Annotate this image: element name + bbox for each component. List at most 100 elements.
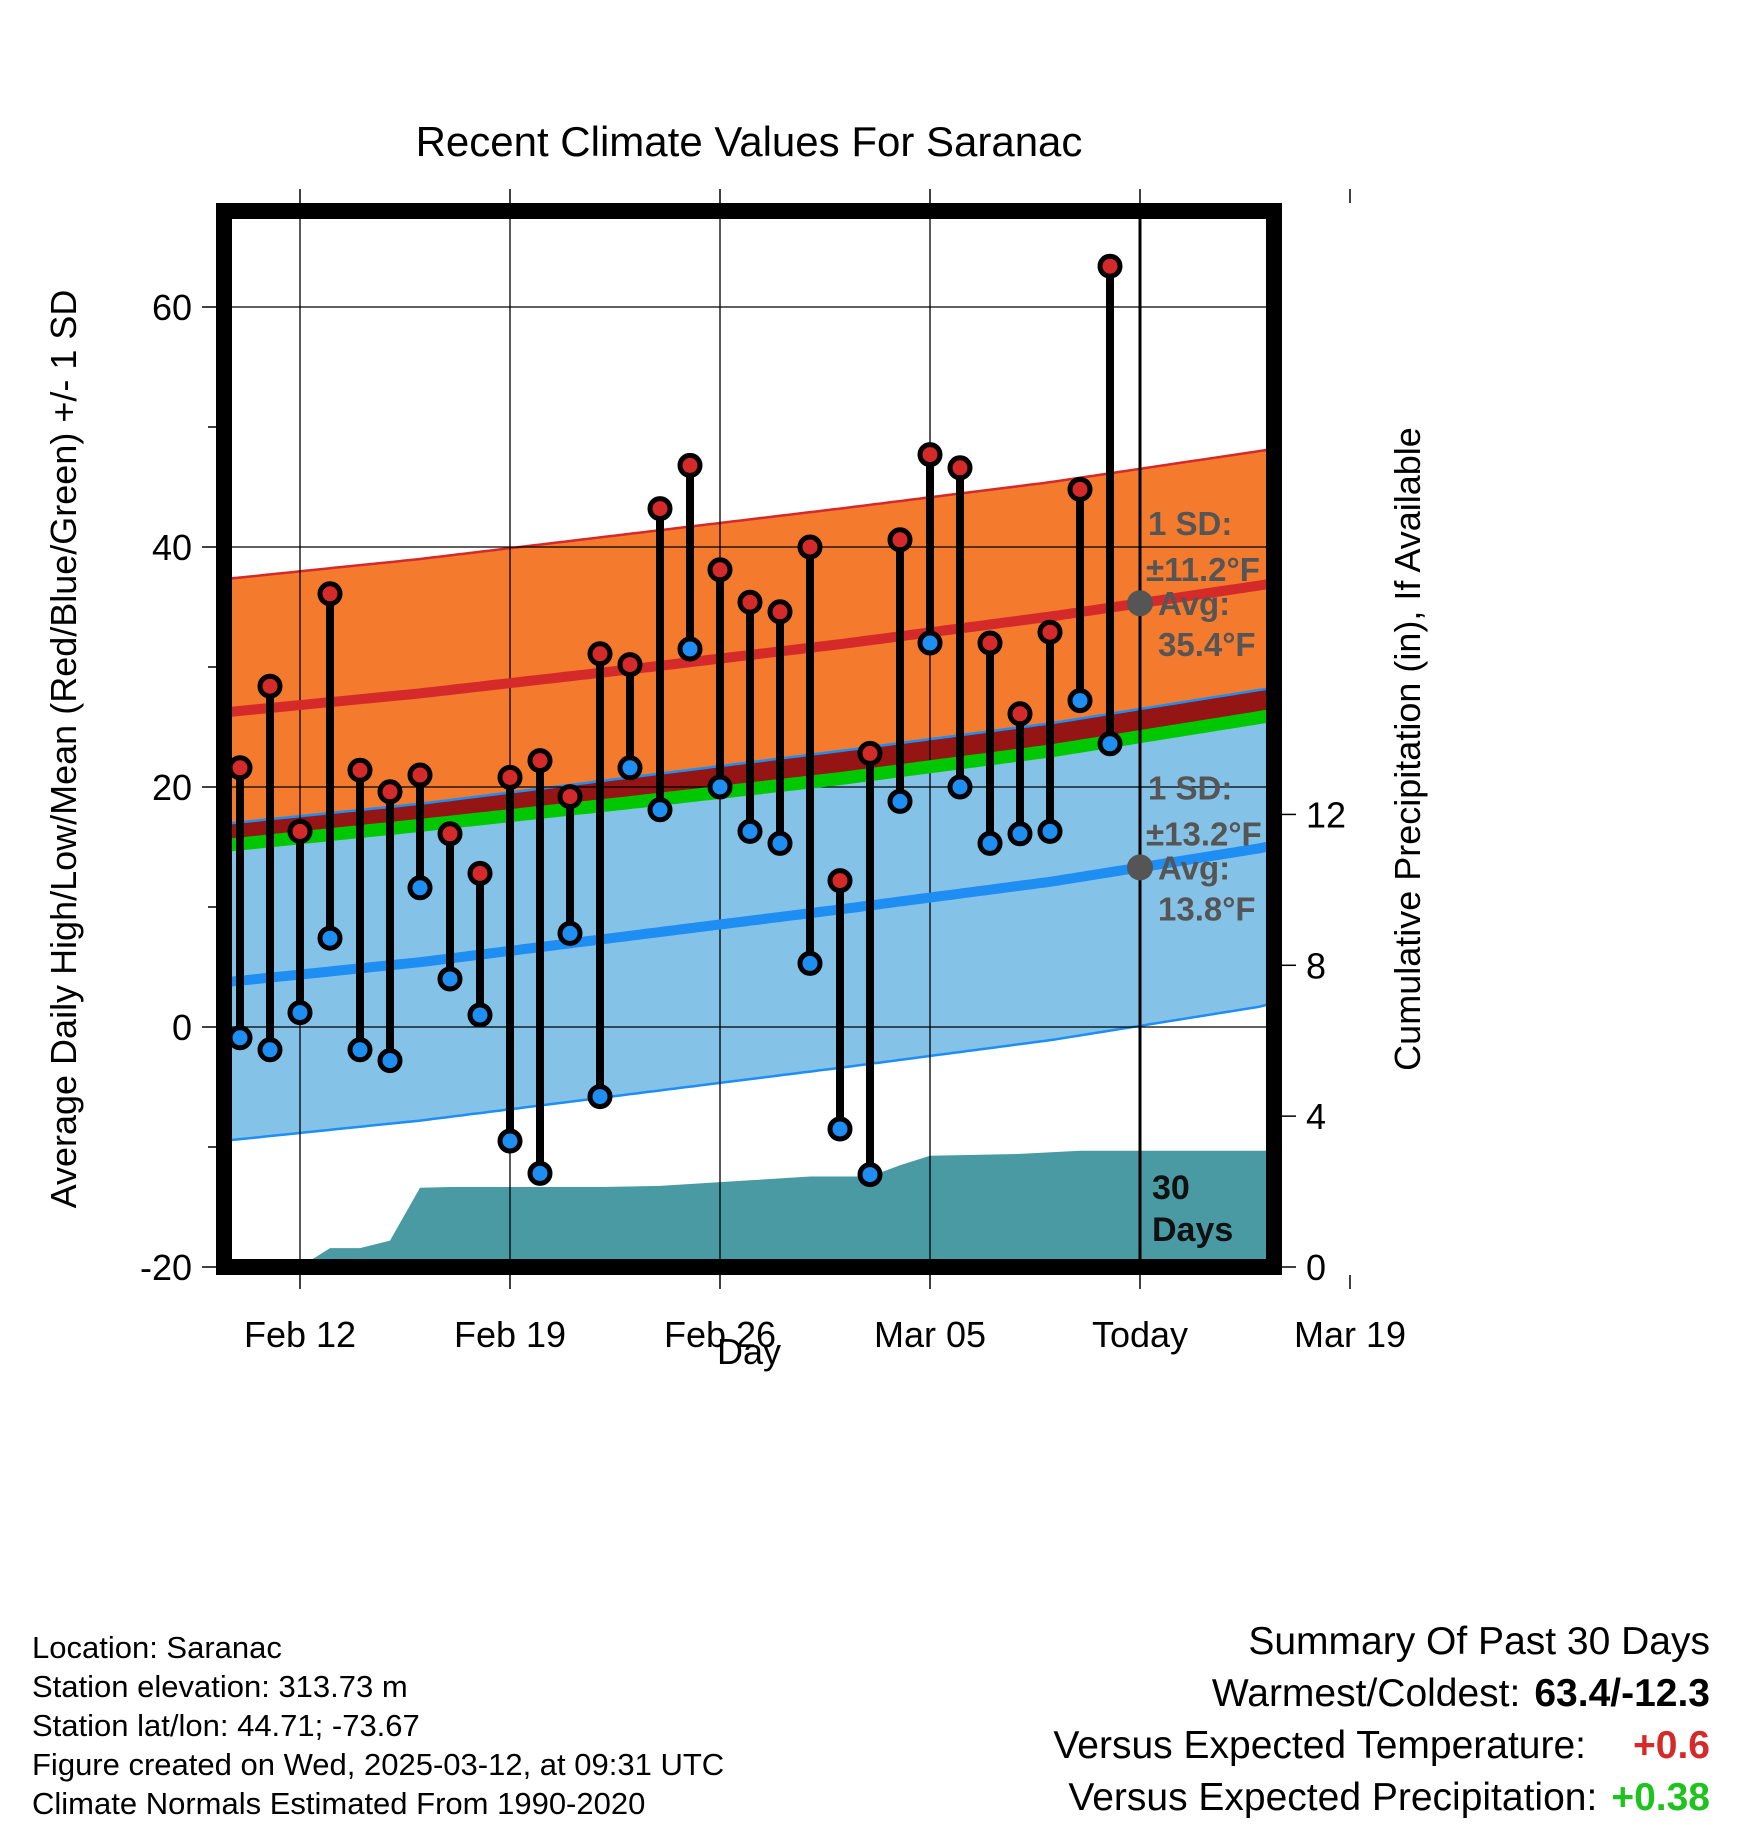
obs-high-point bbox=[1007, 701, 1033, 727]
obs-high-point bbox=[977, 630, 1003, 656]
y-tick-label: 0 bbox=[172, 1007, 192, 1048]
precip-area bbox=[300, 1150, 1268, 1267]
obs-low-point bbox=[1037, 818, 1063, 844]
obs-high-point bbox=[287, 818, 313, 844]
high-band-upper-edge bbox=[224, 448, 1269, 581]
high-avg-label: Avg: bbox=[1158, 585, 1230, 622]
location-text: Location: Saranac bbox=[32, 1630, 282, 1665]
obs-high-point bbox=[407, 762, 433, 788]
obs-low-point bbox=[647, 797, 673, 823]
today-high-avg-point bbox=[1127, 590, 1153, 617]
obs-high-point bbox=[767, 599, 793, 625]
low-sd-value: ±13.2°F bbox=[1146, 815, 1262, 852]
obs-low-point bbox=[947, 774, 973, 800]
y-tick-label: 20 bbox=[152, 767, 192, 808]
obs-low-point bbox=[527, 1160, 553, 1186]
today-days-label: 30 Days bbox=[1152, 1169, 1233, 1249]
obs-high-point bbox=[227, 755, 253, 781]
obs-low-point bbox=[827, 1116, 853, 1142]
obs-low-point bbox=[677, 636, 703, 662]
obs-high-point bbox=[497, 764, 523, 790]
obs-high-point bbox=[1097, 253, 1123, 279]
y2-tick-label: 0 bbox=[1306, 1247, 1326, 1288]
plot-frame bbox=[216, 203, 1282, 1275]
high-avg-value: 35.4°F bbox=[1158, 626, 1256, 663]
obs-high-point bbox=[887, 527, 913, 553]
obs-high-point bbox=[1037, 619, 1063, 645]
high-sd-value: ±11.2°F bbox=[1146, 551, 1260, 588]
x-tick-label: Mar 19 bbox=[1294, 1314, 1406, 1355]
obs-low-point bbox=[557, 920, 583, 946]
y-tick-label: 40 bbox=[152, 527, 192, 568]
obs-high-point bbox=[557, 784, 583, 810]
created-text: Figure created on Wed, 2025-03-12, at 09… bbox=[32, 1747, 725, 1782]
today-low-avg-point bbox=[1127, 854, 1153, 881]
summary-title: Summary Of Past 30 Days bbox=[1248, 1620, 1710, 1663]
obs-low-point bbox=[1007, 821, 1033, 847]
elevation-text: Station elevation: 313.73 m bbox=[32, 1669, 408, 1704]
precip-label: Versus Expected Precipitation: bbox=[1068, 1776, 1598, 1819]
obs-high-point bbox=[947, 455, 973, 481]
obs-low-point bbox=[287, 1000, 313, 1026]
obs-low-point bbox=[227, 1025, 253, 1051]
low-sd-label: 1 SD: bbox=[1148, 769, 1232, 806]
obs-low-point bbox=[497, 1128, 523, 1154]
chart-title: Recent Climate Values For Saranac bbox=[416, 118, 1083, 165]
warm-cold-label: Warmest/Coldest: bbox=[1211, 1672, 1521, 1715]
obs-low-point bbox=[347, 1037, 373, 1063]
plot-area bbox=[224, 211, 1274, 1267]
today-days-number: 30 bbox=[1152, 1169, 1190, 1207]
obs-high-point bbox=[797, 534, 823, 560]
obs-high-point bbox=[587, 641, 613, 667]
low-avg-label: Avg: bbox=[1158, 849, 1230, 886]
obs-high-point bbox=[707, 557, 733, 583]
obs-low-point bbox=[887, 788, 913, 814]
obs-low-point bbox=[767, 830, 793, 856]
obs-high-point bbox=[257, 673, 283, 699]
obs-low-point bbox=[617, 755, 643, 781]
obs-low-point bbox=[857, 1162, 883, 1188]
obs-low-point bbox=[317, 925, 343, 951]
obs-low-point bbox=[437, 966, 463, 992]
today-days-word: Days bbox=[1152, 1211, 1233, 1249]
obs-low-point bbox=[467, 1002, 493, 1028]
obs-high-point bbox=[827, 868, 853, 894]
normal-low-line bbox=[224, 841, 1270, 988]
x-axis-label: Day bbox=[717, 1331, 781, 1372]
low-band-lower-edge bbox=[224, 1003, 1269, 1143]
obs-low-point bbox=[377, 1048, 403, 1074]
x-tick-label: Mar 05 bbox=[874, 1314, 986, 1355]
obs-low-point bbox=[737, 818, 763, 844]
obs-high-point bbox=[737, 589, 763, 615]
obs-low-point bbox=[707, 774, 733, 800]
obs-low-point bbox=[977, 830, 1003, 856]
summary-panel: Summary Of Past 30 Days Warmest/Coldest:… bbox=[1053, 1616, 1710, 1824]
summary-warm-cold: Warmest/Coldest: 63.4/-12.3 bbox=[1053, 1668, 1710, 1720]
obs-low-point bbox=[587, 1084, 613, 1110]
obs-low-point bbox=[797, 950, 823, 976]
temp-label: Versus Expected Temperature: bbox=[1053, 1724, 1586, 1767]
obs-high-point bbox=[437, 821, 463, 847]
y-axis-label: Average Daily High/Low/Mean (Red/Blue/Gr… bbox=[43, 290, 84, 1209]
observed-series bbox=[227, 253, 1123, 1188]
latlon-text: Station lat/lon: 44.71; -73.67 bbox=[32, 1708, 420, 1743]
x-tick-label: Feb 12 bbox=[244, 1314, 356, 1355]
obs-high-point bbox=[917, 442, 943, 468]
obs-high-point bbox=[527, 748, 553, 774]
obs-high-point bbox=[857, 740, 883, 766]
y2-tick-label: 8 bbox=[1306, 945, 1326, 986]
obs-high-point bbox=[467, 860, 493, 886]
obs-high-point bbox=[347, 757, 373, 783]
axes: Feb 12 Feb 19 Feb 26 Mar 05 Today Mar 19 -20 0 2… bbox=[140, 189, 1406, 1355]
precip-value: +0.38 bbox=[1611, 1776, 1710, 1819]
obs-high-point bbox=[647, 496, 673, 522]
obs-low-point bbox=[257, 1037, 283, 1063]
obs-high-point bbox=[677, 452, 703, 478]
summary-precipitation: Versus Expected Precipitation: +0.38 bbox=[1053, 1772, 1710, 1824]
low-avg-value: 13.8°F bbox=[1158, 890, 1256, 927]
obs-high-point bbox=[1067, 476, 1093, 502]
station-info: Location: Saranac Station elevation: 313… bbox=[32, 1628, 724, 1823]
obs-high-point bbox=[317, 581, 343, 607]
x-tick-label: Feb 26 bbox=[664, 1314, 776, 1355]
